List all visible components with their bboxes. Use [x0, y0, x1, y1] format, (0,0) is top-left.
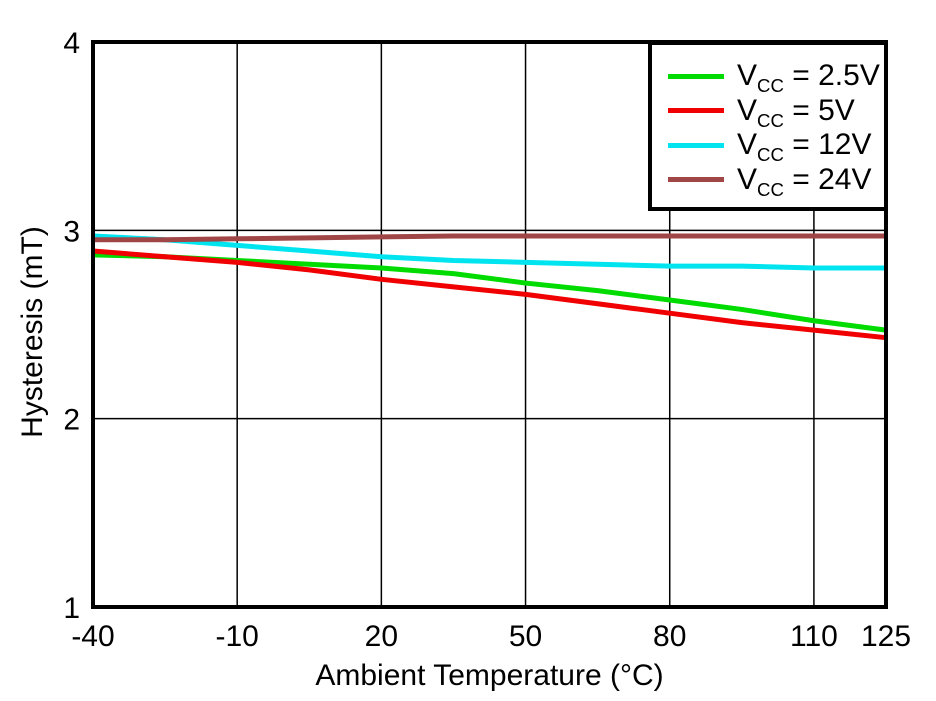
y-axis-title: Hysteresis (mT)	[16, 226, 49, 438]
x-tick-label: 50	[509, 620, 542, 653]
legend-label-vcc-2p5: VCC = 2.5V	[737, 59, 880, 97]
plot-border	[91, 40, 888, 609]
x-tick-labels: -40 -10 20 50 80 110 125	[71, 620, 911, 653]
legend-item-vcc-5: VCC = 5V	[668, 93, 884, 131]
series-line-vcc-12v	[92, 233, 886, 271]
series-line-vcc-24v	[93, 233, 886, 243]
legend-label-vcc-24: VCC = 24V	[737, 162, 872, 200]
x-tick-label: 80	[653, 620, 686, 653]
x-tick-label: 20	[365, 620, 398, 653]
legend-swatch-vcc-2p5	[668, 73, 724, 79]
legend-swatch-vcc-5	[668, 108, 724, 114]
x-axis-title: Ambient Temperature (°C)	[315, 659, 664, 692]
y-tick-label: 4	[63, 27, 80, 60]
legend-label-rest: = 12V	[792, 128, 872, 162]
legend-label-sub: CC	[757, 75, 784, 97]
x-tick-label: 125	[861, 620, 911, 653]
legend-label-base: V	[737, 59, 758, 93]
x-tick-label: 110	[790, 620, 838, 653]
legend-label-base: V	[737, 162, 758, 196]
y-tick-label: 1	[63, 592, 80, 625]
x-tick-label: -40	[71, 620, 114, 653]
legend-label-rest: = 2.5V	[792, 59, 880, 93]
legend-label-base: V	[737, 128, 758, 162]
legend-label-rest: = 24V	[792, 162, 872, 196]
legend-swatch-vcc-24	[668, 177, 724, 183]
x-tick-label: -10	[216, 620, 259, 653]
legend-label-sub: CC	[757, 178, 784, 200]
legend: VCC = 2.5V VCC = 5V VCC = 12V VCC = 24V	[648, 41, 888, 211]
legend-item-vcc-2p5: VCC = 2.5V	[668, 59, 884, 97]
legend-swatch-vcc-12	[668, 142, 724, 148]
legend-label-sub: CC	[757, 109, 784, 131]
y-tick-labels: 1 2 3 4	[63, 27, 80, 625]
legend-label-sub: CC	[757, 144, 784, 166]
y-tick-label: 3	[63, 215, 80, 248]
legend-item-vcc-24: VCC = 24V	[668, 162, 884, 200]
series-line-vcc-5v	[92, 248, 887, 341]
legend-label-base: V	[737, 93, 758, 127]
series-lines	[92, 233, 887, 341]
legend-label-vcc-5: VCC = 5V	[737, 93, 855, 131]
legend-label-vcc-12: VCC = 12V	[737, 128, 872, 166]
y-tick-label: 2	[63, 404, 80, 437]
legend-item-vcc-12: VCC = 12V	[668, 128, 884, 166]
legend-label-rest: = 5V	[792, 93, 855, 127]
